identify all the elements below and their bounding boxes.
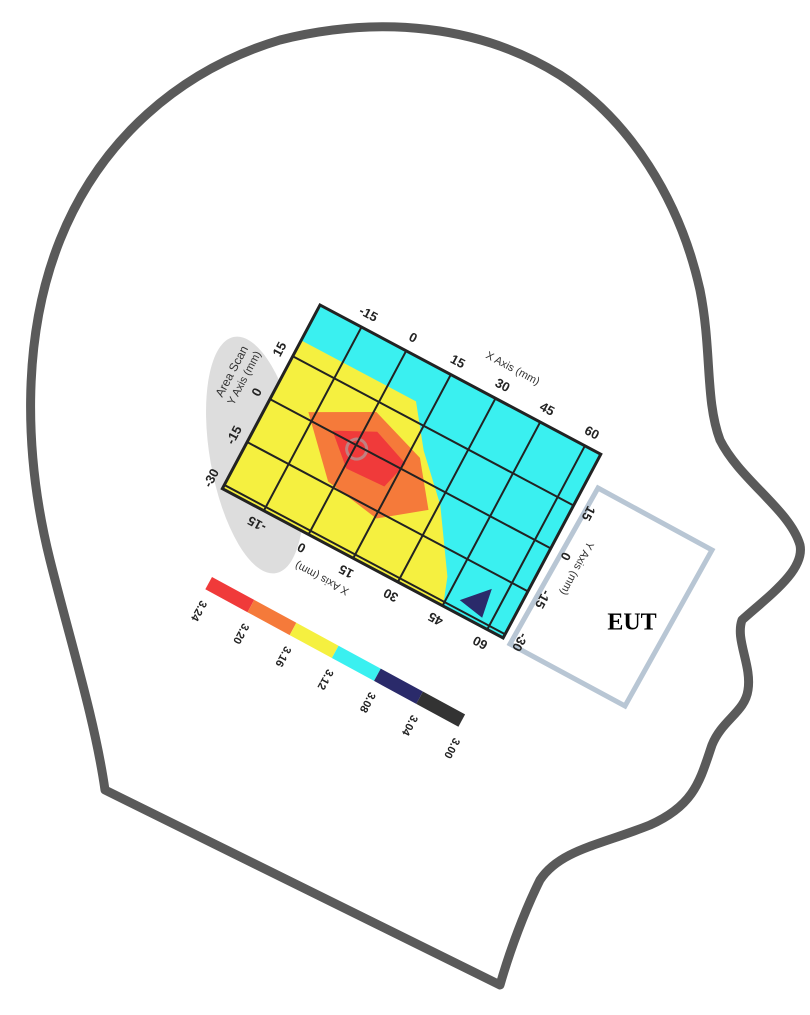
y-tick-label-right: 15 (579, 504, 599, 524)
x-tick-label: -15 (357, 303, 381, 325)
legend-swatch (374, 668, 423, 704)
grid-line (486, 445, 586, 630)
grid: -15-15001515303045456060151500-15-15-30-… (200, 303, 602, 654)
legend-swatch (416, 691, 466, 727)
heat-red (332, 430, 406, 487)
x-tick-label: 60 (582, 423, 602, 443)
legend-swatch (205, 577, 255, 613)
x-tick-label-bottom: 30 (381, 585, 401, 605)
x-tick-label-bottom: 45 (426, 609, 446, 629)
grid-line (292, 355, 575, 507)
legend-swatch (247, 599, 297, 636)
x-tick-label: 0 (407, 329, 420, 346)
legend-label: 3.24 (188, 598, 209, 623)
legend-label: 3.16 (272, 644, 293, 669)
legend: 3.24 3.20 3.16 3.12 3.08 3.04 3.00 (188, 577, 466, 761)
x-tick-label: 30 (493, 375, 513, 395)
legend-label: 3.04 (399, 713, 420, 738)
grid-line (441, 421, 542, 607)
eut-label: EUT (607, 610, 656, 636)
grid-line (223, 484, 506, 636)
legend-swatch (289, 622, 339, 659)
grid-line (352, 374, 452, 559)
legend-label: 3.12 (315, 667, 336, 692)
y-tick-label: 15 (269, 339, 289, 359)
x-tick-label-bottom: 15 (336, 562, 356, 582)
head-outline (26, 22, 805, 990)
peak-marker (345, 437, 369, 461)
legend-label: 3.20 (230, 621, 251, 646)
y-tick-label-right: 0 (557, 550, 574, 563)
eut-box (506, 484, 716, 710)
y-tick-label-right: -30 (509, 630, 531, 654)
x-tick-label-bottom: 60 (470, 633, 490, 653)
y-tick-label-right: -15 (532, 588, 554, 612)
grid-line (269, 398, 552, 550)
x-tick-label: 45 (537, 399, 557, 419)
grid-line (307, 350, 408, 535)
heat-navy (459, 588, 492, 618)
grid-line (246, 441, 529, 593)
x-tick-label: 15 (448, 351, 468, 371)
grid-line (262, 326, 363, 512)
plot-frame (220, 302, 603, 640)
x-axis-title: X Axis (mm) (484, 350, 542, 388)
area-scan: -15-15001515303045456060151500-15-15-30-… (200, 302, 603, 654)
legend-swatch (331, 645, 381, 681)
legend-label: 3.08 (357, 690, 378, 715)
grid-line (396, 397, 497, 583)
legend-label: 3.00 (441, 736, 462, 761)
